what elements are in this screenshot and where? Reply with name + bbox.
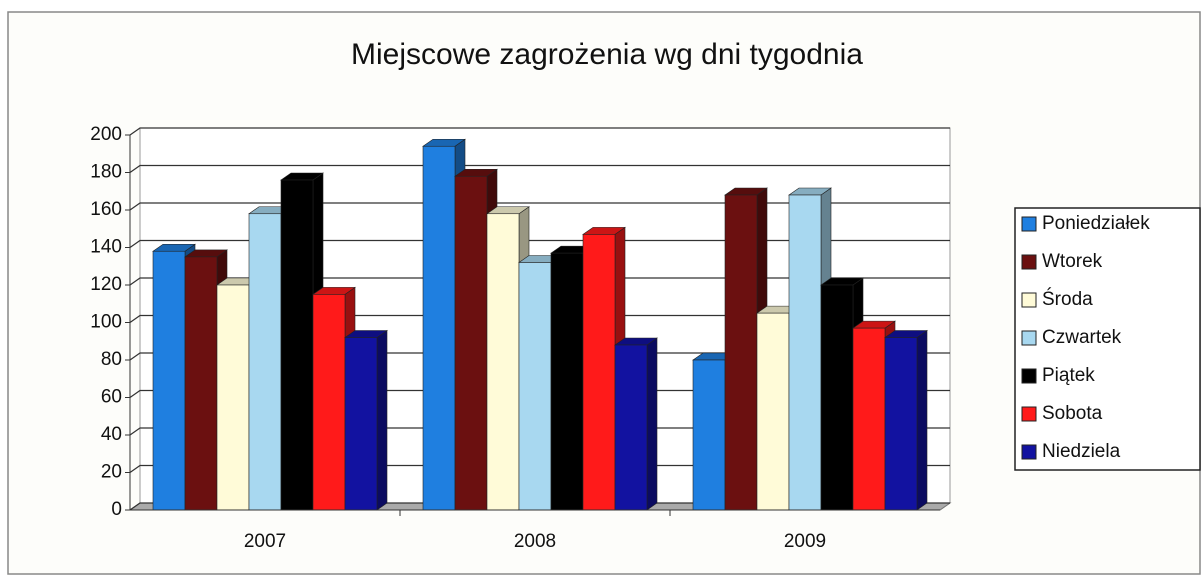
bar (422, 145, 456, 511)
bar (454, 175, 488, 511)
legend-label: Poniedziałek (1042, 213, 1150, 234)
grid-line (129, 239, 950, 248)
bar (582, 234, 616, 511)
bar (788, 194, 822, 511)
bar (518, 262, 552, 511)
bar (312, 294, 346, 511)
bar-side (916, 329, 928, 511)
legend-label: Środa (1042, 288, 1093, 310)
bar (756, 312, 790, 511)
y-tick-label: 40 (101, 424, 122, 445)
grid-line (129, 202, 950, 211)
legend-label: Piątek (1042, 365, 1095, 386)
legend-swatch (1021, 368, 1037, 384)
grid-line (129, 277, 950, 286)
legend-label: Sobota (1042, 403, 1103, 424)
bar (852, 327, 886, 511)
bar (280, 179, 314, 511)
y-tick-label: 140 (90, 237, 122, 258)
y-tick-label: 100 (90, 312, 122, 333)
y-tick-label: 80 (101, 349, 122, 370)
legend-swatch (1021, 330, 1037, 346)
grid-line (129, 352, 950, 361)
y-tick-label: 0 (111, 499, 122, 520)
bar (820, 284, 854, 511)
x-tick-label: 2007 (244, 531, 286, 552)
grid-line (129, 427, 950, 436)
legend-swatch (1021, 444, 1037, 460)
legend-swatch (1021, 406, 1037, 422)
y-tick-label: 60 (101, 387, 122, 408)
legend-box (1014, 207, 1201, 471)
bar-side (376, 329, 388, 511)
bar (486, 213, 520, 511)
grid-line (129, 389, 950, 398)
y-tick-label: 20 (101, 462, 122, 483)
bar (344, 337, 378, 511)
x-tick-label: 2009 (784, 531, 826, 552)
grid-line (129, 164, 950, 173)
legend-label: Wtorek (1042, 251, 1103, 272)
legend-label: Czwartek (1042, 327, 1122, 348)
bar (884, 337, 918, 511)
legend-swatch (1021, 254, 1037, 270)
bar (724, 194, 758, 511)
grid-line (129, 502, 950, 511)
grid-line (129, 127, 950, 136)
grid-line (129, 464, 950, 473)
bar (216, 284, 250, 511)
legend-label: Niedziela (1042, 441, 1121, 462)
bar (692, 359, 726, 511)
bar (614, 344, 648, 511)
legend-swatch (1021, 292, 1037, 308)
chart-title: Miejscowe zagrożenia wg dni tygodnia (351, 38, 863, 71)
bar (152, 250, 186, 511)
grid-line (129, 314, 950, 323)
bar (248, 213, 282, 511)
y-tick-label: 160 (90, 199, 122, 220)
y-tick-label: 200 (90, 124, 122, 145)
bar (550, 252, 584, 511)
y-tick-label: 180 (90, 162, 122, 183)
legend-swatch (1021, 216, 1037, 232)
y-tick-label: 120 (90, 274, 122, 295)
x-tick-label: 2008 (514, 531, 556, 552)
bar (184, 256, 218, 511)
bar-side (646, 337, 658, 511)
